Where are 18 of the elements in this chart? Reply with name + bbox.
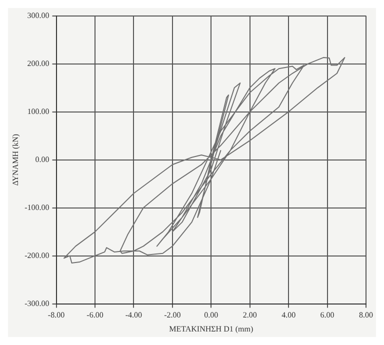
x-tick-label: -6.00 [86,310,104,320]
x-tick-label: 8.00 [359,310,373,320]
y-tick-label: 0.00 [35,154,50,164]
x-tick-label: 2.00 [242,310,257,320]
x-tick-label: 0.00 [204,310,218,320]
y-tick-label: -100.00 [24,202,50,212]
x-tick-label: 4.00 [282,310,296,320]
y-tick-label: 200.00 [27,58,50,68]
y-tick-label: 300.00 [27,10,50,20]
x-tick-label: 6.00 [320,310,334,320]
x-tick-label: -4.00 [125,310,142,320]
y-tick-label: -300.00 [24,298,50,308]
y-tick-label: -200.00 [24,250,50,260]
y-tick-label: 100.00 [27,106,50,116]
y-axis-title: ΔΥΝΑΜΗ (kN) [10,134,20,186]
x-axis-title: ΜΕΤΑΚΙΝΗΣΗ D1 (mm) [169,324,254,334]
x-tick-label: -2.00 [164,310,181,320]
x-tick-label: -8.00 [48,310,65,320]
